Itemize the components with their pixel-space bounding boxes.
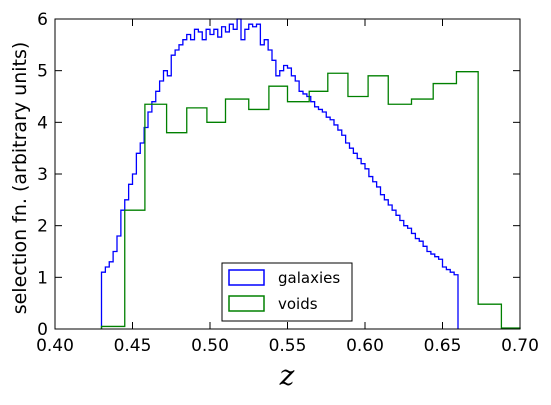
x-tick-label: 0.45 bbox=[114, 336, 152, 356]
bin-voids bbox=[456, 72, 478, 329]
y-tick-label: 0 bbox=[37, 320, 48, 340]
plot-area bbox=[100, 18, 521, 330]
y-tick-label: 3 bbox=[37, 165, 48, 185]
legend-label-galaxies: galaxies bbox=[278, 269, 340, 287]
series-voids bbox=[100, 71, 521, 329]
x-tick-label: 0.50 bbox=[191, 336, 229, 356]
legend-swatch-voids bbox=[228, 295, 265, 312]
bin-galaxies bbox=[102, 272, 106, 329]
bin-voids bbox=[187, 108, 207, 329]
x-axis-label: z bbox=[279, 359, 295, 392]
series-galaxies bbox=[100, 18, 459, 330]
bin-voids bbox=[478, 304, 501, 329]
y-axis-label: selection fn. (arbitrary units) bbox=[9, 42, 31, 315]
y-tick-label: 4 bbox=[37, 113, 48, 133]
bin-galaxies bbox=[105, 267, 109, 329]
legend-swatch-galaxies bbox=[228, 269, 265, 286]
x-tick-label: 0.70 bbox=[501, 336, 539, 356]
x-tick-label: 0.40 bbox=[36, 336, 74, 356]
y-tick-label: 5 bbox=[37, 62, 48, 82]
series-line-voids bbox=[100, 71, 521, 329]
legend-label-voids: voids bbox=[278, 295, 318, 313]
x-tick-label: 0.55 bbox=[269, 336, 307, 356]
bin-galaxies bbox=[113, 252, 117, 330]
x-tick-label: 0.65 bbox=[424, 336, 462, 356]
y-tick-label: 6 bbox=[37, 10, 48, 30]
x-tick-label: 0.60 bbox=[346, 336, 384, 356]
series-line-galaxies bbox=[100, 18, 459, 329]
bin-voids bbox=[167, 133, 187, 329]
bin-voids bbox=[368, 76, 388, 329]
bin-galaxies bbox=[109, 262, 113, 329]
bin-galaxies bbox=[117, 236, 121, 329]
axis-ticks: 0.40 0.45 0.50 0.55 0.60 0.65 0.70 0 1 2 3 4 5 6 bbox=[36, 10, 539, 356]
bin-voids bbox=[433, 84, 456, 329]
y-tick-label: 1 bbox=[37, 268, 48, 288]
bin-voids bbox=[412, 99, 434, 329]
legend: galaxies voids bbox=[221, 262, 353, 322]
bin-voids bbox=[145, 104, 167, 329]
bin-voids bbox=[388, 104, 411, 329]
bin-voids bbox=[125, 210, 145, 329]
y-tick-label: 2 bbox=[37, 217, 48, 237]
